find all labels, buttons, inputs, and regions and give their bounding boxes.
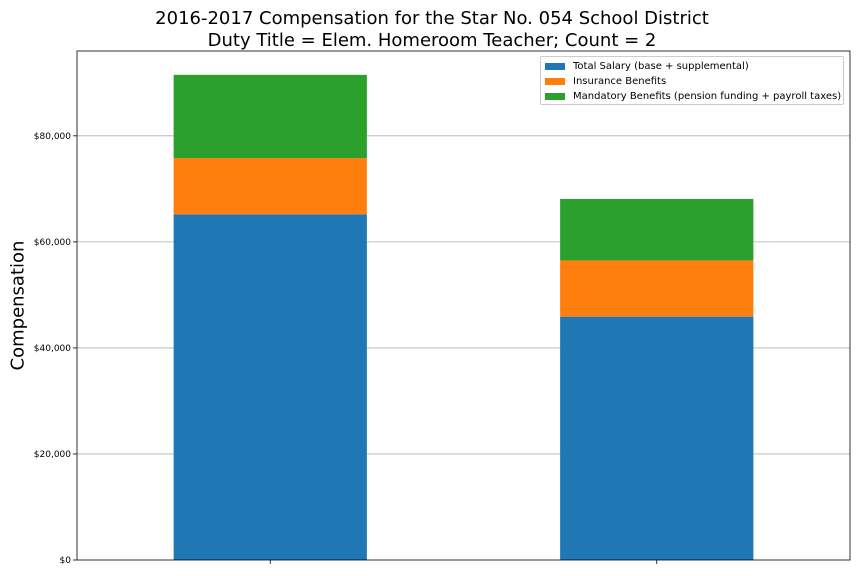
legend-swatch-salary xyxy=(545,63,565,70)
bar-segment xyxy=(560,260,754,317)
legend-label-mandatory: Mandatory Benefits (pension funding + pa… xyxy=(573,91,842,102)
legend-label-insurance: Insurance Benefits xyxy=(573,76,667,87)
bar-segment xyxy=(560,198,754,261)
bar-segment xyxy=(173,214,367,560)
plot-frame xyxy=(76,50,851,561)
y-tick-label: $0 xyxy=(60,556,72,566)
legend-item-mandatory: Mandatory Benefits (pension funding + pa… xyxy=(541,89,843,104)
y-tick-label: $20,000 xyxy=(34,450,71,460)
bar-segment xyxy=(173,74,367,159)
legend-label-salary: Total Salary (base + supplemental) xyxy=(573,61,749,72)
y-tick-label: $80,000 xyxy=(34,132,71,142)
legend-swatch-insurance xyxy=(545,78,565,85)
legend: Total Salary (base + supplemental) Insur… xyxy=(540,56,844,105)
bar-segment xyxy=(173,158,367,215)
y-tick-label: $40,000 xyxy=(34,344,71,354)
y-tick-label: $60,000 xyxy=(34,238,71,248)
chart-title: 2016-2017 Compensation for the Star No. … xyxy=(155,8,709,29)
legend-item-insurance: Insurance Benefits xyxy=(541,74,843,89)
bar-segment xyxy=(560,316,754,560)
legend-swatch-mandatory xyxy=(545,93,565,100)
legend-item-salary: Total Salary (base + supplemental) xyxy=(541,59,843,74)
chart-subtitle: Duty Title = Elem. Homeroom Teacher; Cou… xyxy=(207,30,657,51)
